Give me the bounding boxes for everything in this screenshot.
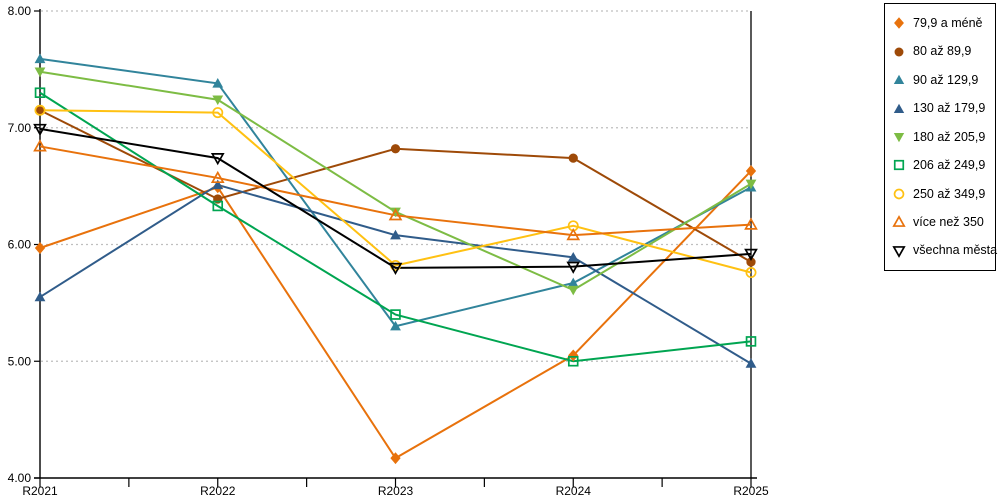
series-markers [33,123,758,275]
triangle-up-marker-icon [210,170,225,184]
series-line [39,57,752,328]
diamond-marker-icon [390,452,401,465]
legend-label: více než 350 [913,215,984,230]
circle-marker-icon [745,267,757,279]
series-markers [34,53,757,331]
legend-item: 90 až 129,9 [892,67,995,93]
triangle-up-marker-icon [388,208,403,221]
diamond-marker-icon [34,242,46,254]
legend-item: 79,9 a méně [892,10,995,36]
triangle-down-marker-icon [744,248,758,261]
triangle-up-marker-icon [390,320,401,331]
y-tick-label: 6.00 [8,238,32,252]
square-marker-icon [390,309,401,320]
legend-item: více než 350 [892,209,995,235]
series-markers [34,179,757,368]
triangle-up-marker-icon [745,358,757,368]
triangle-down-marker-icon [566,261,581,274]
diamond-legend-icon [894,17,904,29]
legend-item: 180 až 205,9 [892,124,995,150]
diamond-marker-icon [745,165,757,177]
triangle-down-marker-icon [33,123,47,137]
triangle-up-marker-icon [33,139,47,152]
triangle-down-marker-icon [745,179,757,190]
series-markers [34,104,757,279]
x-tick-label: R2021 [22,484,58,498]
x-tick-label: R2022 [200,484,236,498]
circle-marker-icon [390,144,401,154]
legend-label: 79,9 a méně [913,15,983,30]
circle-marker-icon [212,107,224,119]
legend-item: 80 až 89,9 [892,39,995,65]
triangle-up-marker-icon [566,228,581,241]
series-markers [34,67,757,296]
y-tick-label: 5.00 [8,354,32,368]
triangle-down-marker-icon [210,153,225,166]
legend-label: 206 až 249,9 [913,158,986,173]
diamond-marker-icon [568,349,579,362]
legend-item: 206 až 249,9 [892,152,995,178]
legend-box: 79,9 a méně 80 až 89,9 90 až 129,9 130 až 1… [884,3,998,271]
triangle-down-marker-icon [212,95,224,106]
circle-legend-icon [894,47,904,57]
series-markers [33,139,758,241]
circle-marker-icon [35,105,45,115]
triangle-up-legend-icon [893,74,905,85]
legend-label: všechna města [913,243,998,258]
triangle-up-marker-icon [212,77,224,88]
triangle-down-marker-icon [388,262,403,275]
triangle-down-legend-icon [893,132,905,143]
triangle-up-marker-icon [567,251,579,262]
triangle-down-marker-icon [34,67,46,78]
legend-item: 250 až 349,9 [892,181,995,207]
series-markers [34,87,757,367]
triangle-down-open-legend-icon [892,245,906,258]
square-marker-icon [212,200,224,212]
series-line [39,70,752,292]
series-line [39,127,752,269]
triangle-down-marker-icon [390,207,401,218]
triangle-up-marker-icon [34,291,46,302]
square-marker-icon [745,336,757,347]
triangle-up-marker-icon [34,53,46,64]
square-marker-icon [34,87,46,99]
triangle-up-legend-icon [893,103,905,113]
legend-label: 80 až 89,9 [913,44,972,59]
triangle-up-marker-icon [744,217,758,230]
legend-item: všechna města [892,238,998,264]
x-tick-label: R2023 [378,484,414,498]
circle-open-legend-icon [893,188,905,200]
triangle-down-marker-icon [567,285,579,296]
triangle-up-marker-icon [212,179,224,190]
triangle-up-marker-icon [567,277,579,288]
y-tick-label: 4.00 [8,471,32,485]
legend-label: 250 až 349,9 [913,186,986,201]
legend-label: 130 až 179,9 [913,101,986,116]
circle-marker-icon [34,104,46,116]
square-open-legend-icon [893,160,905,171]
legend-item: 130 až 179,9 [892,96,995,122]
triangle-up-open-legend-icon [892,215,906,228]
x-tick-label: R2025 [733,484,769,498]
y-tick-label: 8.00 [8,4,32,18]
circle-marker-icon [568,153,578,163]
square-marker-icon [567,355,579,367]
x-tick-label: R2024 [556,484,592,498]
legend-label: 180 až 205,9 [913,129,986,144]
series-line [39,109,752,274]
circle-marker-icon [746,257,756,267]
legend-label: 90 až 129,9 [913,72,979,87]
triangle-up-marker-icon [390,229,401,240]
y-tick-label: 7.00 [8,121,32,135]
